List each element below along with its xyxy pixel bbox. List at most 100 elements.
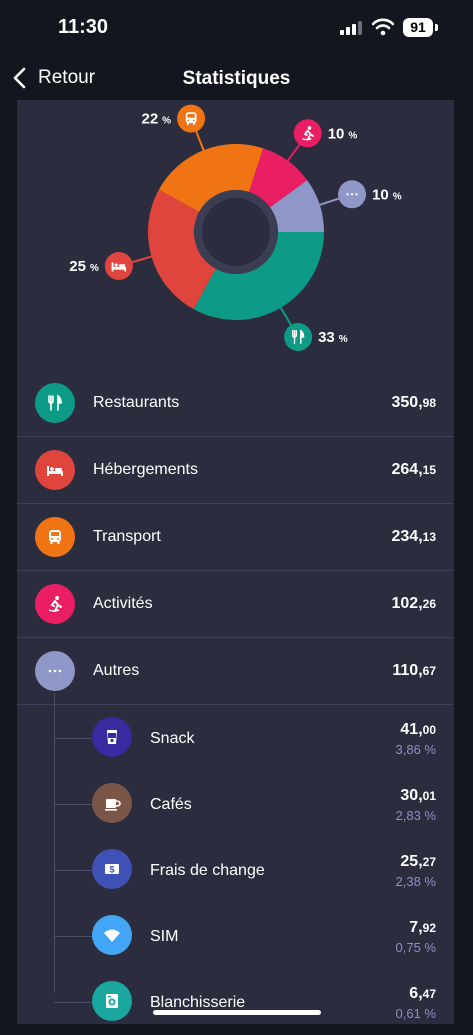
coffee-icon	[105, 799, 121, 811]
pie-slice[interactable]	[158, 144, 264, 212]
tree-branch	[54, 804, 94, 805]
subcategory-amount: 41,00	[400, 721, 436, 739]
category-amount: 264,15	[392, 461, 437, 479]
subcategory-icon-badge	[92, 783, 132, 823]
amount-integer: 7,	[409, 919, 423, 936]
category-icon-badge	[35, 517, 75, 557]
category-label: Autres	[93, 662, 140, 679]
slice-percent-label: 22%	[141, 111, 171, 128]
utensils-icon	[291, 329, 305, 345]
amount-decimals: 01	[422, 789, 436, 803]
stats-card: 33% 25% 22% 10% 10% Restaurants 350,98 Héber…	[17, 100, 454, 1024]
subcategory-icon-badge: $	[92, 849, 132, 889]
pie-slice[interactable]	[148, 189, 216, 310]
category-icon-badge	[35, 584, 75, 624]
category-icon-badge	[35, 383, 75, 423]
amount-integer: 110,	[392, 662, 423, 679]
subcategory-share: 3,86 %	[395, 742, 436, 757]
subcategory-share: 0,75 %	[395, 940, 436, 955]
subcategory-label: Snack	[150, 730, 195, 747]
autres-subcategory-list: Snack 41,00 3,86 % Cafés 30,01 2,83 % $ …	[17, 693, 454, 1035]
page-title: Statistiques	[182, 68, 291, 89]
slice-percent-label: 10%	[372, 186, 402, 203]
category-amount: 102,26	[392, 595, 437, 613]
tree-branch	[54, 936, 94, 937]
category-label: Restaurants	[93, 394, 180, 411]
subcategory-share: 2,83 %	[395, 808, 436, 823]
donut-chart[interactable]: 33 % 25 % 22 % 10 % 10%	[17, 100, 454, 368]
subcategory-label: Frais de change	[150, 862, 265, 879]
category-label: Hébergements	[93, 461, 198, 478]
category-row[interactable]: Transport 234,13	[17, 504, 454, 571]
category-row[interactable]: Restaurants 350,98	[17, 370, 454, 437]
tree-branch	[54, 1002, 94, 1003]
more-icon	[48, 669, 62, 673]
utensils-icon	[48, 394, 62, 411]
subcategory-amount: 30,01	[400, 787, 436, 805]
subcategory-row[interactable]: Blanchisserie 6,47 0,61 %	[17, 969, 454, 1035]
pie-slice[interactable]	[193, 232, 324, 320]
activity-icon	[48, 596, 62, 612]
category-label: Activités	[93, 595, 153, 612]
bus-icon	[49, 530, 61, 544]
amount-integer: 30,	[400, 787, 423, 804]
pie-slice[interactable]	[248, 148, 308, 208]
bed-icon	[111, 262, 127, 272]
amount-decimals: 00	[422, 723, 436, 737]
back-button[interactable]: Retour	[12, 64, 95, 92]
amount-integer: 102,	[391, 595, 423, 612]
subcategory-row[interactable]: SIM 7,92 0,75 %	[17, 903, 454, 969]
wifi-icon	[104, 929, 120, 942]
battery-indicator: 91	[403, 18, 433, 37]
subcategory-amount: 7,92	[409, 919, 436, 937]
amount-decimals: 27	[422, 855, 436, 869]
category-row[interactable]: Autres 110,67	[17, 638, 454, 705]
status-time: 11:30	[58, 16, 109, 38]
bed-icon	[47, 466, 63, 476]
tree-branch	[54, 870, 94, 871]
back-label: Retour	[38, 67, 96, 88]
slice-percent-label: 10%	[328, 125, 358, 142]
category-row[interactable]: Hébergements 264,15	[17, 437, 454, 504]
amount-decimals: 67	[422, 664, 436, 678]
category-label: Transport	[93, 528, 161, 545]
cup-icon	[107, 730, 117, 744]
category-amount: 110,67	[392, 662, 436, 680]
pie-slice[interactable]	[269, 180, 324, 232]
subcategory-label: Cafés	[150, 796, 192, 813]
amount-decimals: 47	[422, 987, 436, 1001]
subcategory-icon-badge	[92, 981, 132, 1021]
subcategory-row[interactable]: Cafés 30,01 2,83 %	[17, 771, 454, 837]
subcategory-label: Blanchisserie	[150, 994, 246, 1011]
slice-icon-badge	[284, 323, 313, 352]
slice-percent-label: 25%	[69, 258, 99, 275]
amount-decimals: 92	[422, 921, 436, 935]
subcategory-share: 2,38 %	[395, 874, 436, 889]
wifi-status-icon	[372, 18, 394, 36]
subcategory-row[interactable]: $ Frais de change 25,27 2,38 %	[17, 837, 454, 903]
money-icon: $	[105, 864, 119, 875]
donut-hole	[202, 198, 270, 266]
subcategory-icon-badge	[92, 717, 132, 757]
category-amount: 350,98	[392, 394, 437, 412]
battery-tip	[435, 24, 438, 31]
slice-icon-badge	[293, 119, 322, 148]
category-row[interactable]: Activités 102,26	[17, 571, 454, 638]
bus-icon	[185, 112, 197, 125]
subcategory-amount: 6,47	[409, 985, 436, 1003]
tree-line	[54, 693, 55, 993]
slice-percent-label: 33%	[318, 329, 348, 346]
amount-decimals: 26	[422, 597, 436, 611]
chevron-left-icon	[13, 67, 26, 89]
more-icon	[346, 193, 358, 196]
subcategory-share: 0,61 %	[395, 1006, 436, 1021]
subcategory-row[interactable]: Snack 41,00 3,86 %	[17, 705, 454, 771]
nav-bar: Statistiques Retour	[0, 56, 473, 98]
category-amount: 234,13	[392, 528, 437, 546]
amount-integer: 6,	[409, 985, 423, 1002]
activity-icon	[302, 126, 315, 141]
subcategory-icon-badge	[92, 915, 132, 955]
signal-icon	[340, 21, 362, 35]
amount-integer: 350,	[391, 394, 423, 411]
category-list: Restaurants 350,98 Hébergements 264,15 T…	[17, 370, 454, 1035]
